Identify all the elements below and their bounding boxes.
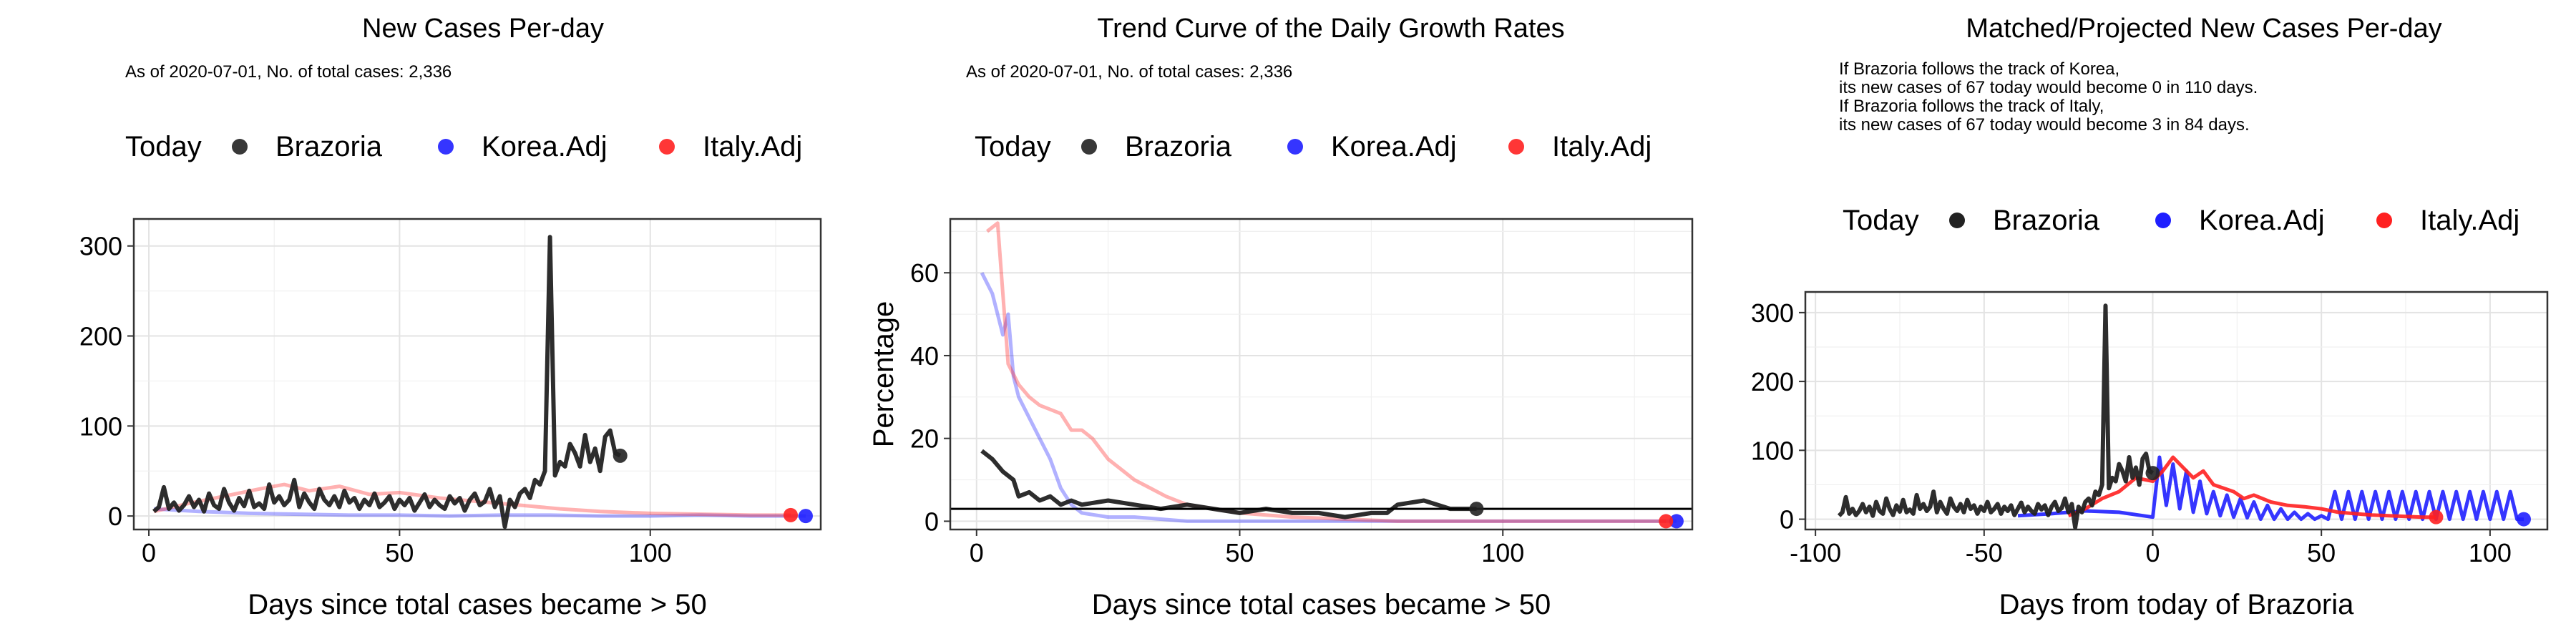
y-tick-label: 100	[1751, 436, 1794, 465]
chart-subtitle: As of 2020-07-01, No. of total cases: 2,…	[125, 62, 452, 82]
x-axis-label: Days from today of Brazoria	[1999, 589, 2354, 620]
today-point-korea	[2517, 512, 2532, 527]
series-line-italy	[985, 221, 1667, 523]
x-tick-label: 50	[385, 538, 414, 567]
annotation-line: its new cases of 67 today would become 3…	[1839, 115, 2250, 135]
today-point-italy	[783, 507, 798, 522]
x-tick-label: 100	[629, 538, 672, 567]
legend-key-brazoria	[1949, 213, 1965, 228]
x-tick-label: 50	[2307, 538, 2336, 567]
legend: Today Brazoria Korea.Adj Italy.Adj	[1843, 205, 2519, 236]
today-point-korea	[1669, 514, 1684, 529]
series-lines	[152, 235, 806, 530]
plot-background	[134, 219, 821, 530]
legend-label-korea: Korea.Adj	[1331, 131, 1457, 162]
y-tick-label: 0	[108, 502, 122, 531]
legend-key-brazoria	[232, 139, 248, 155]
legend-key-korea	[438, 139, 454, 155]
annotation-line: its new cases of 67 today would become 0…	[1839, 78, 2258, 97]
legend-label-italy: Italy.Adj	[1552, 131, 1652, 162]
y-tick-label: 200	[1751, 367, 1794, 396]
y-tick-label: 0	[924, 507, 939, 536]
grid	[134, 219, 821, 530]
x-tick-label: 0	[2145, 538, 2160, 567]
grid	[950, 219, 1692, 530]
legend-label-korea: Korea.Adj	[2199, 205, 2325, 236]
legend-label-brazoria: Brazoria	[1125, 131, 1232, 162]
today-point-italy	[1659, 514, 1674, 529]
today-point-brazoria	[2145, 466, 2160, 481]
annotation-line: If Brazoria follows the track of Korea,	[1839, 59, 2119, 79]
chart-title: New Cases Per-day	[362, 14, 604, 44]
x-tick-label: 0	[970, 538, 984, 567]
y-tick-label: 300	[1751, 298, 1794, 328]
grid	[1805, 292, 2547, 530]
legend-title: Today	[125, 131, 202, 162]
x-tick-label: 100	[2469, 538, 2512, 567]
series-line-korea	[2017, 455, 2524, 522]
y-axis-label: Percentage	[868, 301, 899, 448]
y-tick-label: 300	[79, 232, 122, 261]
legend-key-korea	[1287, 139, 1303, 155]
annotation-line: If Brazoria follows the track of Italy,	[1839, 97, 2104, 116]
legend-label-korea: Korea.Adj	[482, 131, 608, 162]
chart-title: Trend Curve of the Daily Growth Rates	[1097, 14, 1564, 44]
series-lines	[1837, 303, 2524, 530]
today-point-italy	[2429, 509, 2444, 525]
legend-label-italy: Italy.Adj	[2420, 205, 2519, 236]
chart-title: Matched/Projected New Cases Per-day	[1966, 14, 2441, 44]
series-line-brazoria	[152, 235, 622, 530]
chart-subtitle: As of 2020-07-01, No. of total cases: 2,…	[966, 62, 1292, 82]
legend-title: Today	[975, 131, 1051, 162]
legend: Today Brazoria Korea.Adj Italy.Adj	[975, 131, 1652, 162]
legend-key-italy	[2376, 213, 2392, 228]
plot-background	[950, 219, 1692, 530]
legend-key-brazoria	[1081, 139, 1097, 155]
panel-growth-rates: Trend Curve of the Daily Growth Rates As …	[868, 14, 1694, 620]
y-tick-label: 100	[79, 411, 122, 441]
legend-key-italy	[1508, 139, 1524, 155]
today-point-korea	[798, 509, 813, 524]
x-axis-label: Days since total cases became > 50	[248, 589, 706, 620]
legend-key-italy	[659, 139, 675, 155]
today-point-brazoria	[613, 448, 628, 463]
series-line-korea	[980, 272, 1677, 523]
y-tick-label: 60	[910, 258, 939, 288]
x-axis-label: Days since total cases became > 50	[1092, 589, 1551, 620]
x-tick-label: -100	[1790, 538, 1841, 567]
legend: Today Brazoria Korea.Adj Italy.Adj	[125, 131, 802, 162]
plot-border	[949, 218, 1694, 531]
panel-projected-cases: Matched/Projected New Cases Per-day If Br…	[1751, 14, 2549, 620]
y-tick-label: 40	[910, 341, 939, 371]
x-tick-label: 0	[142, 538, 156, 567]
plot-border	[1804, 291, 2549, 531]
today-point-brazoria	[1469, 502, 1484, 517]
legend-key-korea	[2155, 213, 2171, 228]
y-tick-label: 0	[1780, 505, 1794, 535]
series-line-korea	[153, 507, 806, 518]
x-tick-label: 100	[1481, 538, 1524, 567]
plot-border	[132, 218, 822, 531]
legend-label-brazoria: Brazoria	[1993, 205, 2100, 236]
panel-new-cases: New Cases Per-day As of 2020-07-01, No. o…	[79, 14, 822, 620]
x-tick-label: -50	[1966, 538, 2003, 567]
legend-label-italy: Italy.Adj	[703, 131, 802, 162]
y-tick-label: 200	[79, 322, 122, 351]
series-line-italy	[153, 482, 791, 517]
y-tick-label: 20	[910, 424, 939, 454]
x-tick-label: 50	[1225, 538, 1254, 567]
legend-title: Today	[1843, 205, 1919, 236]
series-line-brazoria	[1837, 303, 2155, 530]
legend-label-brazoria: Brazoria	[275, 131, 383, 162]
